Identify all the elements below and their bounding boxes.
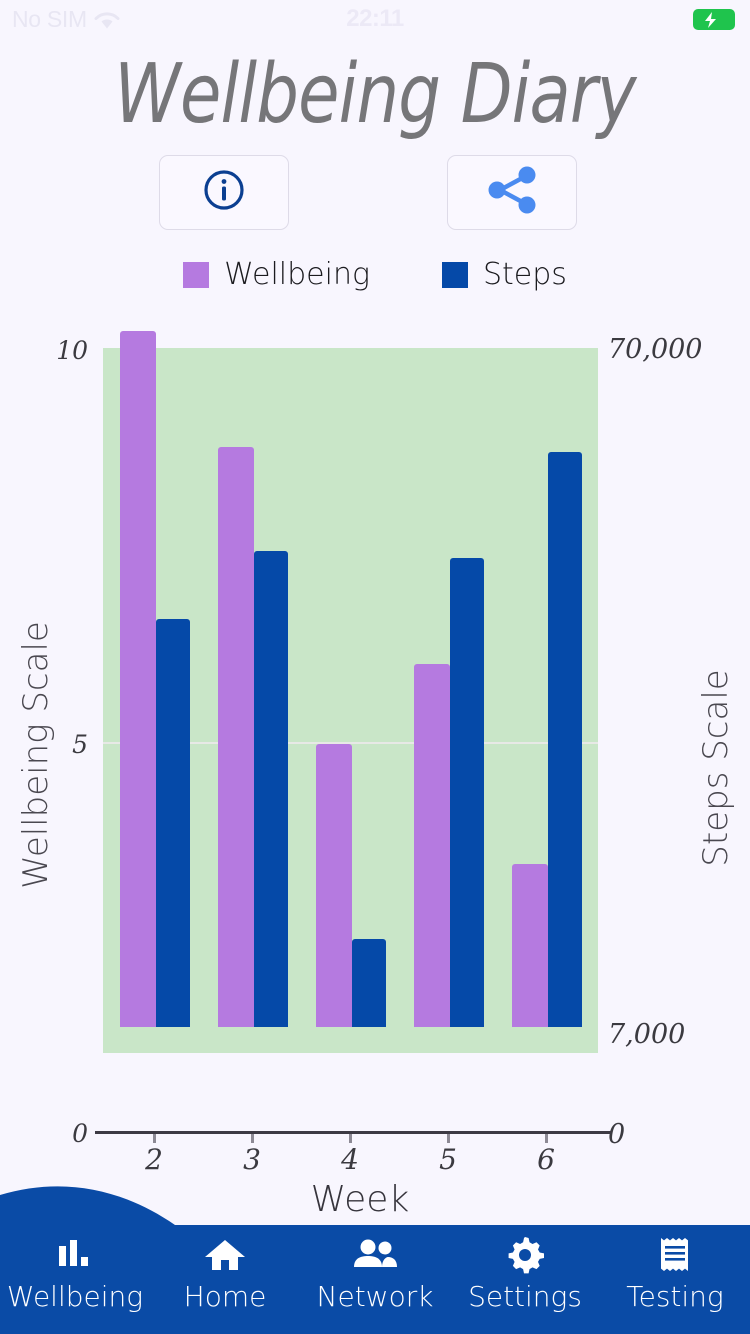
gridline-5 <box>103 742 598 744</box>
gear-icon <box>505 1235 545 1275</box>
x-axis-tick-6 <box>545 1134 548 1143</box>
legend-item-wellbeing[interactable]: Wellbeing <box>183 257 370 292</box>
legend-label-wellbeing: Wellbeing <box>224 257 370 292</box>
nav-bar-curve <box>0 1186 300 1230</box>
status-bar: No SIM 22:11 <box>0 0 750 34</box>
x-axis-label-3: 3 <box>243 1143 261 1176</box>
battery-charging-icon <box>693 9 735 30</box>
share-button[interactable] <box>447 155 577 230</box>
receipt-icon <box>658 1235 692 1275</box>
y-axis-tick-right-7000: 7,000 <box>608 1019 686 1050</box>
home-icon <box>204 1235 246 1275</box>
x-axis-line <box>95 1131 611 1134</box>
bar-steps-week-2[interactable] <box>156 619 190 1027</box>
x-axis-tick-2 <box>153 1134 156 1143</box>
share-nodes-icon <box>484 164 540 221</box>
x-axis-tick-4 <box>349 1134 352 1143</box>
bar-wellbeing-week-4[interactable] <box>316 744 352 1027</box>
info-circle-icon <box>202 168 246 217</box>
carrier-label: No SIM <box>12 6 87 32</box>
y-axis-tick-right-70000: 70,000 <box>608 334 703 365</box>
nav-label-home: Home <box>183 1280 267 1313</box>
x-axis-title: Week <box>310 1179 410 1220</box>
y-axis-tick-left-0: 0 <box>72 1119 88 1148</box>
nav-item-home[interactable]: Home <box>150 1235 300 1313</box>
bar-chart-icon <box>56 1235 94 1275</box>
y-axis-tick-right-0: 0 <box>608 1119 626 1150</box>
status-time: 22:11 <box>346 5 404 32</box>
chart-legend: Wellbeing Steps <box>0 257 750 292</box>
bar-wellbeing-week-5[interactable] <box>414 664 450 1027</box>
nav-item-network[interactable]: Network <box>300 1235 450 1313</box>
info-button[interactable] <box>159 155 289 230</box>
people-icon <box>352 1235 398 1275</box>
bottom-navigation-bar: Wellbeing Home Network Settings <box>0 1225 750 1334</box>
nav-item-wellbeing[interactable]: Wellbeing <box>0 1235 150 1313</box>
legend-swatch-steps <box>441 261 468 288</box>
x-axis-label-5: 5 <box>439 1143 457 1176</box>
y-axis-title-right: Steps Scale <box>696 669 736 867</box>
nav-label-wellbeing: Wellbeing <box>6 1280 144 1313</box>
y-axis-tick-left-10: 10 <box>56 336 88 365</box>
bar-steps-week-3[interactable] <box>254 551 288 1027</box>
bar-steps-week-5[interactable] <box>450 558 484 1027</box>
bar-wellbeing-week-3[interactable] <box>218 447 254 1027</box>
wifi-icon <box>94 10 120 30</box>
nav-item-settings[interactable]: Settings <box>450 1235 600 1313</box>
page-title: Wellbeing Diary <box>114 47 636 142</box>
y-axis-title-left: Wellbeing Scale <box>16 621 56 889</box>
bar-steps-week-4[interactable] <box>352 939 386 1027</box>
bar-steps-week-6[interactable] <box>548 452 582 1027</box>
bar-wellbeing-week-2[interactable] <box>120 331 156 1027</box>
nav-item-testing[interactable]: Testing <box>600 1235 750 1313</box>
wellbeing-steps-bar-chart: 10 5 0 70,000 7,000 0 2 3 4 5 6 Week Wel… <box>16 331 736 1220</box>
legend-swatch-wellbeing <box>183 261 210 288</box>
x-axis-tick-5 <box>447 1134 450 1143</box>
status-bar-left: No SIM <box>12 6 120 33</box>
nav-label-testing: Testing <box>626 1280 724 1313</box>
x-axis-label-2: 2 <box>145 1143 163 1176</box>
bar-wellbeing-week-6[interactable] <box>512 864 548 1027</box>
legend-item-steps[interactable]: Steps <box>441 257 567 292</box>
nav-label-network: Network <box>316 1280 434 1313</box>
nav-label-settings: Settings <box>468 1280 582 1313</box>
x-axis-label-4: 4 <box>341 1143 359 1176</box>
x-axis-tick-3 <box>251 1134 254 1143</box>
legend-label-steps: Steps <box>482 257 567 292</box>
x-axis-label-6: 6 <box>537 1143 555 1176</box>
y-axis-tick-left-5: 5 <box>72 730 88 759</box>
